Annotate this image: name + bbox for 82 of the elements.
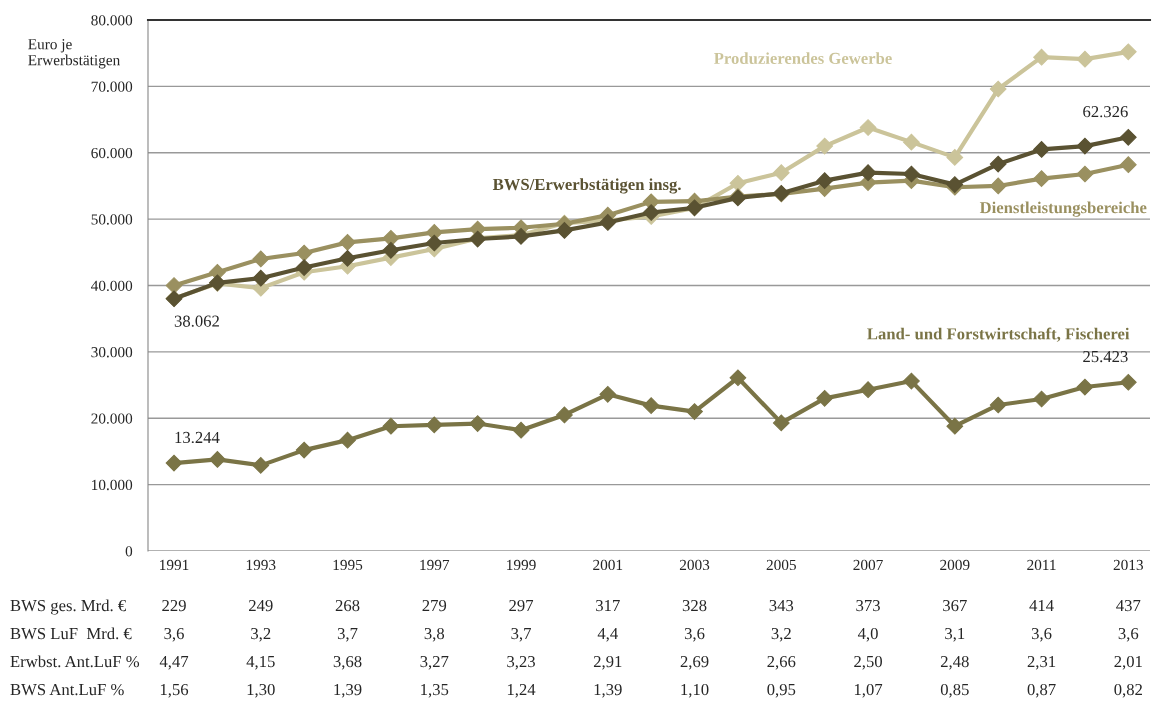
text: 367	[943, 599, 967, 612]
series-label: BWS/Erwerbstätigen insg.	[492, 178, 681, 194]
text: 1,39	[334, 683, 362, 698]
text: BWS ges. Mrd. €	[10, 599, 126, 615]
data-label: 13.244	[175, 431, 220, 444]
text: 414	[1029, 600, 1054, 612]
y-tick-label: 50.000	[91, 214, 133, 225]
text: 0,82	[1114, 683, 1142, 698]
x-tick-label: 1997	[420, 559, 450, 571]
series-label: Land- und Forstwirtschaft, Fischerei	[867, 327, 1130, 342]
text: 2,50	[854, 655, 882, 670]
text: 1,30	[247, 683, 275, 698]
x-tick-label: 1995	[333, 559, 363, 571]
x-tick-label: 2013	[1113, 559, 1143, 571]
text: Erwbst. Ant.LuF %	[10, 655, 140, 668]
x-tick-label: 2005	[766, 559, 796, 571]
text: 1,07	[854, 683, 883, 698]
data-label: 25.423	[1083, 351, 1128, 363]
y-tick-label: 10.000	[92, 479, 133, 491]
text: 4,4	[597, 628, 618, 642]
text: 297	[509, 599, 534, 612]
text: 2,48	[940, 655, 969, 670]
text: 3,1	[945, 627, 965, 642]
text: 2,69	[680, 655, 709, 670]
text: Produzierendes Gewerbe	[714, 52, 892, 65]
y-tick-label: 80.000	[91, 15, 133, 26]
text: 1,10	[681, 683, 709, 698]
text: 3,7	[337, 627, 358, 642]
x-tick-label: 2001	[593, 559, 623, 571]
text: 3,6	[164, 627, 184, 642]
text: 3,6	[1118, 627, 1139, 642]
x-tick-label: 2007	[853, 559, 883, 571]
x-tick-label: 2009	[940, 559, 970, 571]
x-tick-label: 1999	[507, 559, 536, 571]
y-tick-label: 20.000	[91, 413, 133, 424]
y-axis-title: Euro je Erwerbstätigen	[28, 39, 121, 69]
text: 3,6	[684, 627, 705, 642]
text: 317	[596, 599, 620, 612]
x-tick-label: 1991	[160, 559, 189, 571]
text: 1,35	[421, 683, 449, 698]
x-tick-label: 2003	[679, 559, 710, 571]
text: 279	[422, 599, 447, 612]
text: 2,66	[767, 655, 796, 670]
text: 3,27	[420, 655, 449, 670]
text: 0,85	[940, 683, 969, 698]
text: 3,2	[251, 627, 271, 642]
y-tick-label: 40.000	[91, 280, 133, 292]
text: 437	[1116, 599, 1141, 612]
text: 3,2	[771, 627, 791, 642]
series-label: Dienstleistungsbereiche	[979, 201, 1147, 217]
x-tick-label: 2011	[1027, 559, 1056, 571]
text: 3,6	[1031, 627, 1052, 642]
text: 0,95	[767, 683, 796, 698]
text: 268	[335, 599, 360, 612]
text: 249	[249, 599, 273, 612]
y-tick-label: 0	[125, 546, 133, 557]
text: 343	[769, 599, 794, 612]
data-label: 38.062	[174, 315, 219, 327]
text: 229	[162, 599, 186, 612]
text: 3,7	[511, 627, 531, 642]
text: 2,91	[593, 655, 622, 670]
data-label: 62.326	[1083, 106, 1128, 118]
text: 328	[682, 599, 707, 612]
y-tick-label: 30.000	[91, 347, 133, 358]
text: 4,47	[159, 656, 189, 670]
text: 1,24	[507, 683, 536, 698]
y-tick-label: 70.000	[91, 81, 133, 92]
text: 4,15	[246, 656, 275, 670]
text: 2,31	[1027, 655, 1056, 670]
text: 4,0	[857, 627, 878, 642]
y-tick-label: 60.000	[91, 147, 133, 159]
text: 0,87	[1027, 683, 1056, 698]
x-tick-label: 1993	[246, 559, 276, 571]
text: 3,23	[507, 655, 535, 670]
text: 1,39	[594, 683, 622, 698]
text: 3,68	[333, 655, 362, 670]
text: 373	[856, 599, 880, 612]
text: 3,8	[424, 627, 445, 642]
text: 2,01	[1114, 655, 1142, 670]
text: BWS Ant.LuF %	[10, 683, 124, 696]
text: 1,56	[160, 683, 189, 698]
text: BWS LuF Mrd. €	[10, 627, 132, 640]
